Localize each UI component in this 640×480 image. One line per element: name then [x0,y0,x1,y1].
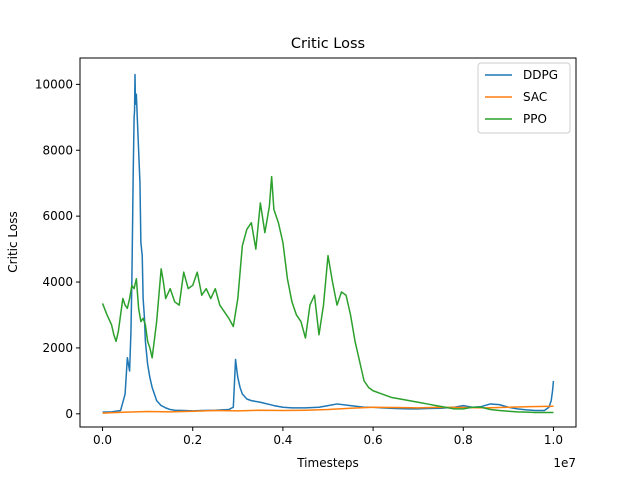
x-offset-label: 1e7 [553,456,576,470]
y-axis-label: Critic Loss [6,211,20,272]
y-tick-label: 0 [65,407,73,421]
x-axis: 0.0 0.2 0.4 0.6 0.8 1.0 [93,427,563,447]
legend-box [477,62,571,134]
x-tick-label: 0.0 [93,433,112,447]
y-tick-label: 6000 [42,209,73,223]
y-axis: 0 2000 4000 6000 8000 10000 [35,77,80,421]
legend-label-sac: SAC [523,90,547,104]
plot-frame [79,57,577,428]
legend-label-ppo: PPO [523,112,547,126]
x-tick-label: 0.2 [183,433,202,447]
x-tick-label: 0.4 [273,433,292,447]
series-layer [101,73,555,414]
chart-title: Critic Loss [291,36,365,52]
series-line-ddpg [102,73,555,413]
x-axis-label: Timesteps [296,456,359,470]
legend: DDPG SAC PPO [477,62,571,134]
y-tick-label: 10000 [35,77,73,91]
x-tick-label: 0.6 [364,433,383,447]
y-tick-label: 4000 [42,275,73,289]
x-tick-label: 0.8 [454,433,473,447]
legend-label-ddpg: DDPG [523,68,558,82]
y-tick-label: 2000 [42,341,73,355]
x-tick-label: 1.0 [544,433,563,447]
series-line-ppo [101,175,554,414]
y-tick-label: 8000 [42,143,73,157]
